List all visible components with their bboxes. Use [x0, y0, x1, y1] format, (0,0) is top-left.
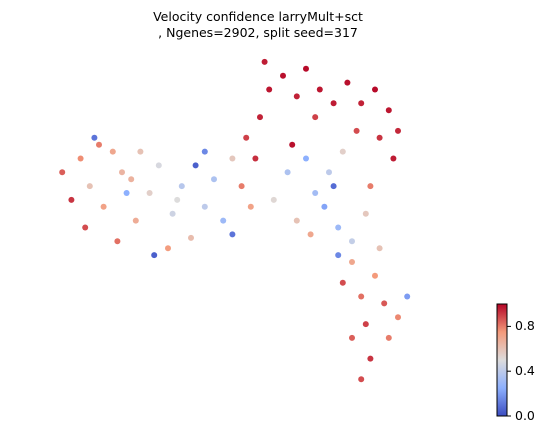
scatter-point-49 — [367, 183, 374, 190]
scatter-point-11 — [146, 190, 153, 196]
scatter-point-45 — [321, 203, 328, 210]
scatter-point-30 — [303, 65, 309, 72]
scatter-point-3 — [77, 155, 84, 162]
scatter-point-22 — [238, 183, 245, 190]
colorbar: 0.0 0.4 0.8 — [496, 303, 535, 423]
scatter-point-26 — [266, 86, 273, 93]
scatter-point-38 — [395, 127, 401, 134]
scatter-point-43 — [312, 190, 319, 196]
scatter-point-1 — [68, 196, 75, 203]
scatter-point-21 — [229, 155, 236, 162]
scatter-point-59 — [385, 334, 392, 341]
scatter-point-66 — [229, 231, 236, 238]
scatter-point-50 — [349, 259, 355, 265]
scatter-point-6 — [119, 169, 125, 176]
scatter-point-61 — [404, 293, 411, 300]
scatter-point-79 — [128, 176, 135, 183]
colorbar-tick-label-2: 0.8 — [515, 318, 535, 333]
scatter-point-60 — [395, 314, 401, 321]
scatter-point-35 — [358, 100, 365, 107]
scatter-point-64 — [270, 196, 277, 203]
scatter-point-77 — [307, 231, 314, 238]
scatter-point-5 — [109, 148, 116, 155]
scatter-point-0 — [86, 183, 93, 190]
scatter-point-16 — [188, 234, 194, 241]
scatter-point-24 — [243, 134, 250, 141]
scatter-point-55 — [362, 321, 369, 328]
colorbar-tick-label-1: 0.4 — [515, 363, 535, 378]
scatter-point-51 — [339, 279, 346, 286]
scatter-point-57 — [367, 355, 374, 362]
scatter-point-71 — [91, 134, 98, 141]
scatter-point-12 — [155, 162, 162, 169]
scatter-point-13 — [137, 148, 144, 155]
scatter-point-32 — [312, 114, 319, 121]
scatter-point-65 — [293, 217, 300, 224]
scatter-point-54 — [381, 300, 388, 307]
scatter-point-28 — [280, 72, 286, 79]
scatter-point-44 — [303, 155, 309, 162]
colorbar-tick-label-0: 0.0 — [515, 408, 535, 423]
scatter-point-25 — [257, 114, 263, 121]
scatter-point-4 — [96, 141, 102, 148]
scatter-point-10 — [132, 217, 139, 224]
scatter-point-47 — [349, 238, 355, 245]
scatter-point-62 — [330, 183, 337, 190]
scatter-point-40 — [353, 127, 360, 134]
colorbar-ticks: 0.0 0.4 0.8 — [507, 318, 535, 423]
scatter-point-15 — [178, 183, 185, 190]
scatter-point-48 — [362, 210, 369, 217]
scatter-point-76 — [376, 245, 383, 252]
scatter-point-74 — [390, 155, 397, 162]
scatter-point-23 — [247, 203, 254, 210]
scatter-point-56 — [349, 334, 355, 341]
scatter-point-75 — [335, 252, 342, 259]
chart-title-line-2: , Ngenes=2902, split seed=317 — [158, 25, 358, 40]
scatter-point-7 — [100, 203, 107, 210]
scatter-point-73 — [252, 155, 259, 162]
scatter-point-20 — [220, 217, 227, 224]
scatter-point-14 — [169, 210, 176, 217]
scatter-point-2 — [59, 169, 66, 176]
scatter-point-46 — [335, 224, 342, 231]
scatter-point-17 — [165, 245, 171, 252]
scatter-point-41 — [339, 148, 346, 155]
scatter-point-9 — [114, 238, 121, 245]
chart-title-line-1: Velocity confidence larryMult+sct — [153, 9, 363, 24]
scatter-point-27 — [261, 58, 268, 65]
scatter-point-53 — [372, 272, 378, 279]
scatter-point-42 — [326, 169, 332, 176]
scatter-point-67 — [192, 162, 199, 169]
colorbar-gradient — [496, 303, 508, 417]
scatter-points — [59, 58, 411, 383]
scatter-point-78 — [174, 196, 181, 203]
scatter-point-39 — [376, 134, 383, 141]
scatter-point-58 — [358, 376, 365, 383]
scatter-point-63 — [284, 169, 291, 176]
scatter-point-29 — [293, 93, 300, 100]
scatter-point-18 — [201, 203, 208, 210]
scatter-point-31 — [316, 86, 323, 93]
scatter-point-52 — [358, 293, 365, 300]
scatter-point-68 — [201, 148, 208, 155]
scatter-point-69 — [123, 190, 130, 196]
scatter-point-33 — [330, 100, 337, 107]
scatter-point-34 — [344, 79, 351, 86]
scatter-point-36 — [372, 86, 378, 93]
scatter-point-19 — [211, 176, 217, 183]
scatter-point-72 — [289, 141, 296, 148]
scatter-point-70 — [151, 252, 158, 259]
scatter-point-8 — [82, 224, 89, 231]
scatter-point-37 — [385, 107, 392, 114]
